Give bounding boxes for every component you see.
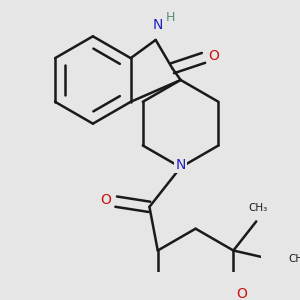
Text: H: H xyxy=(166,11,175,24)
Text: O: O xyxy=(208,49,219,63)
Text: O: O xyxy=(100,193,111,207)
Text: N: N xyxy=(153,18,163,32)
Text: CH₃: CH₃ xyxy=(289,254,300,264)
Text: CH₃: CH₃ xyxy=(249,203,268,213)
Text: O: O xyxy=(236,287,247,300)
Text: N: N xyxy=(176,158,186,172)
